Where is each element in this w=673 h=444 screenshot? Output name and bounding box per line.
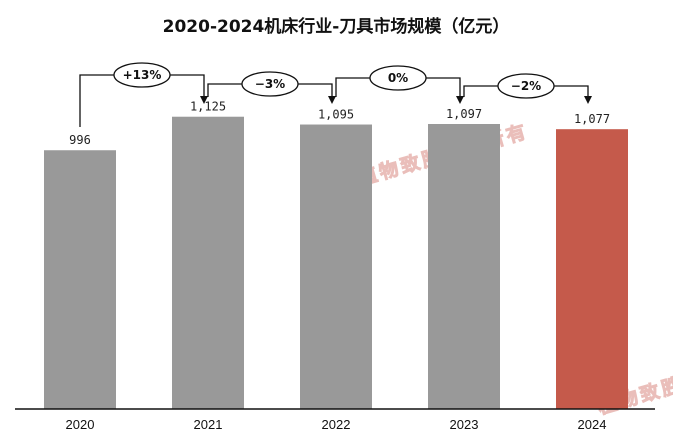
bar-2023 (428, 123, 500, 410)
growth-label: 0% (388, 71, 408, 85)
growth-label: +13% (123, 68, 162, 82)
growth-label-bubble (113, 62, 171, 88)
value-label-2022: 1,095 (318, 108, 354, 122)
bar-2020 (44, 150, 116, 409)
value-label-2023: 1,097 (446, 107, 482, 121)
x-tick-label-2024: 2024 (578, 417, 607, 432)
growth-label-bubble (497, 73, 555, 99)
chart-title: 2020-2024机床行业-刀具市场规模（亿元） (163, 16, 510, 37)
x-tick-label-2022: 2022 (322, 417, 351, 432)
growth-connectors: +13% −3% 0% −2% (79, 62, 592, 127)
growth-label-bubble (241, 71, 299, 97)
growth-connector: −2% (463, 73, 592, 104)
growth-label: −3% (255, 77, 285, 91)
growth-connector: −3% (207, 71, 336, 104)
value-label-2020: 996 (69, 133, 91, 147)
bar-2022 (300, 124, 372, 410)
value-label-2021: 1,125 (190, 100, 226, 114)
x-tick-label-2020: 2020 (66, 417, 95, 432)
growth-connector: +13% (79, 62, 208, 127)
x-tick-label-2023: 2023 (450, 417, 479, 432)
value-label-2024: 1,077 (574, 112, 610, 126)
bar-2024 (556, 129, 628, 409)
growth-label-bubble (369, 65, 427, 91)
bars: 996 1,125 1,095 1,097 1,077 (44, 100, 628, 410)
bar-2021 (172, 116, 244, 409)
x-tick-label-2021: 2021 (194, 417, 223, 432)
x-tick-labels: 2020 2021 2022 2023 2024 (66, 417, 607, 432)
growth-label: −2% (511, 79, 541, 93)
growth-connector: 0% (335, 65, 464, 104)
